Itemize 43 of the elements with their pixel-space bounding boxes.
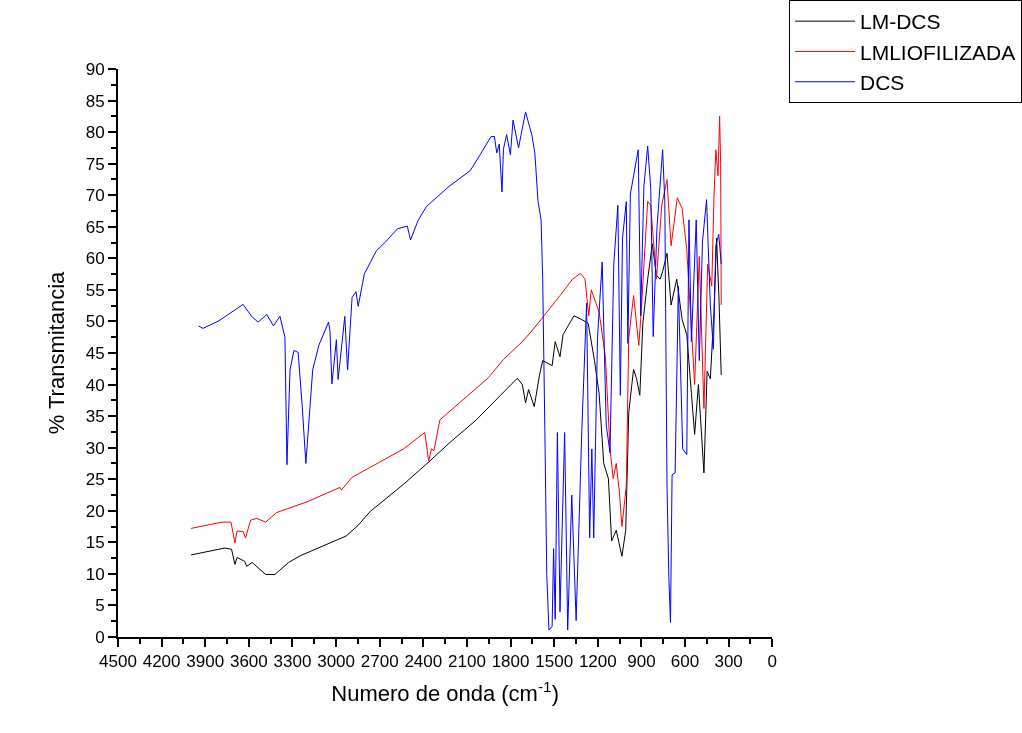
- y-axis-title: % Transmitancia: [43, 270, 69, 435]
- x-tick-label: 2700: [360, 652, 399, 672]
- x-tick-label: 300: [714, 652, 743, 672]
- x-tick-label: 0: [767, 652, 777, 672]
- y-tick-label: 75: [85, 154, 105, 174]
- y-tick-label: 25: [85, 470, 105, 490]
- y-tick-label: 80: [85, 123, 105, 143]
- y-tick-label: 15: [85, 533, 105, 553]
- x-tick-label: 2400: [404, 652, 443, 672]
- y-tick-label: 30: [85, 438, 105, 458]
- x-tick-label: 3600: [229, 652, 268, 672]
- y-tick-label: 5: [95, 596, 105, 616]
- x-tick-label: 900: [627, 652, 656, 672]
- x-tick-label: 3300: [273, 652, 312, 672]
- y-tick-label: 50: [85, 312, 105, 332]
- y-tick-label: 85: [85, 91, 105, 111]
- legend-label: LMLIOFILIZADA: [860, 40, 1016, 64]
- y-tick-label: 20: [85, 501, 105, 521]
- legend-label: LM-DCS: [860, 10, 941, 34]
- line-series: [190, 237, 722, 576]
- x-tick-label: 4200: [142, 652, 181, 672]
- x-tick-label: 4500: [99, 652, 137, 672]
- y-tick-label: 70: [85, 186, 105, 206]
- y-tick-label: 40: [85, 375, 105, 395]
- y-tick-label: 0: [95, 627, 105, 647]
- x-tick-label: 3900: [186, 652, 225, 672]
- y-tick-label: 90: [85, 59, 105, 79]
- y-tick-label: 10: [85, 564, 105, 584]
- x-tick-label: 1800: [491, 652, 530, 672]
- y-tick-label: 60: [85, 249, 105, 269]
- x-axis-title: Numero de onda (cm$^{-1}$): [331, 677, 559, 706]
- y-tick-label: 35: [85, 407, 105, 427]
- x-tick-label: 3000: [317, 652, 355, 672]
- x-tick-label: 600: [670, 652, 700, 672]
- x-tick-label: 2100: [448, 652, 486, 672]
- legend-label: DCS: [860, 70, 905, 94]
- line-series: [190, 115, 722, 544]
- x-tick-label: 1500: [535, 652, 574, 672]
- line-series: [197, 111, 722, 631]
- y-tick-label: 55: [85, 280, 105, 300]
- y-tick-label: 65: [85, 217, 105, 237]
- y-tick-label: 45: [85, 343, 105, 363]
- x-tick-label: 1200: [578, 652, 617, 672]
